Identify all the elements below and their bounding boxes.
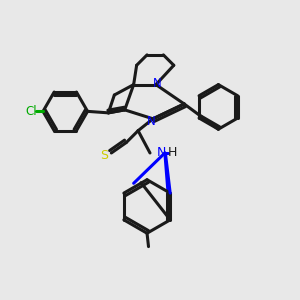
Text: N: N [147, 115, 156, 128]
Text: N: N [153, 76, 162, 90]
Text: N: N [157, 146, 167, 160]
Text: S: S [100, 149, 108, 162]
Text: Cl: Cl [26, 105, 37, 118]
Text: H: H [168, 146, 177, 160]
